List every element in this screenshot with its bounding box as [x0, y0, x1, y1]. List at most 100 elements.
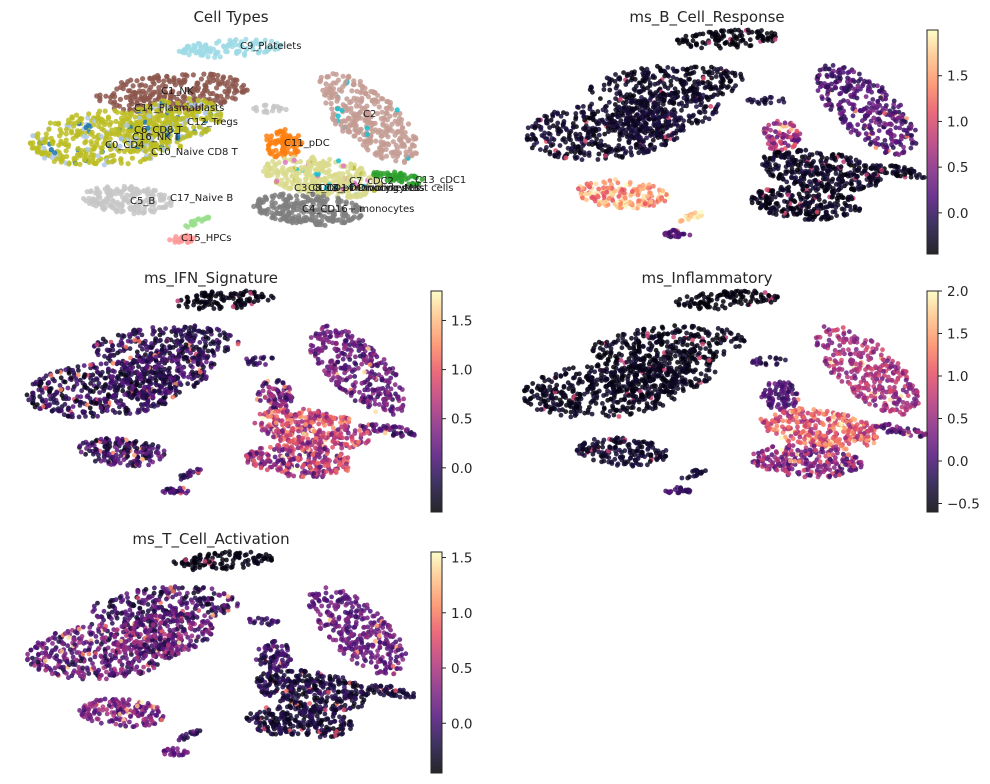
cell-point [384, 170, 391, 176]
cell-point [255, 201, 261, 207]
cell-point [693, 64, 699, 70]
cell-point [191, 302, 197, 308]
cell-point [629, 75, 635, 81]
cell-point [613, 107, 619, 113]
cell-point [312, 158, 318, 164]
cell-point [670, 75, 676, 80]
cell-point [544, 136, 550, 142]
cell-point [830, 190, 836, 196]
cell-point [110, 197, 116, 204]
cell-point [643, 121, 649, 127]
cell-point [250, 46, 256, 53]
cell-point [772, 37, 778, 42]
cell-point [692, 33, 698, 39]
cell-point [340, 73, 346, 79]
cell-point [240, 292, 246, 297]
cell-point [838, 185, 844, 191]
cell-point [30, 133, 36, 139]
cell-point [623, 182, 629, 188]
cell-point [829, 215, 834, 221]
cell-point [782, 120, 788, 126]
cell-point [63, 131, 69, 137]
cell-point [691, 70, 697, 75]
cell-point [671, 137, 677, 143]
cell-point [651, 109, 657, 115]
cell-point [888, 132, 894, 138]
cell-point [698, 102, 703, 108]
cell-point [817, 72, 822, 78]
cell-point [571, 125, 576, 130]
cell-point [887, 108, 893, 114]
cell-point [671, 112, 677, 118]
cell-point [693, 210, 698, 216]
cell-point [186, 328, 192, 334]
cell-point [280, 182, 286, 188]
cell-point [121, 348, 127, 354]
cell-point [902, 165, 907, 170]
cell-point [671, 227, 677, 233]
cell-point [329, 94, 335, 100]
cell-point [606, 115, 612, 121]
cell-point [814, 205, 820, 211]
cell-point [607, 178, 613, 184]
colorbar-tick-label: 1.0 [947, 114, 968, 130]
cell-point [893, 109, 899, 115]
cell-point [587, 87, 593, 93]
cell-point [342, 104, 348, 110]
cell-point [807, 216, 812, 222]
cell-point [179, 338, 184, 344]
cell-point [183, 223, 189, 229]
cell-point [865, 86, 871, 92]
cell-point [623, 204, 629, 210]
cell-point [329, 106, 335, 112]
cell-point [282, 151, 288, 157]
cell-point [177, 79, 183, 85]
cell-point [402, 158, 408, 164]
cell-point [581, 114, 587, 119]
cell-point [587, 134, 593, 140]
cell-point [576, 186, 581, 192]
cell-point [327, 217, 333, 223]
cell-point [222, 44, 228, 51]
cell-point [655, 63, 660, 69]
cell-point [43, 135, 50, 141]
cell-point [713, 106, 718, 112]
cell-point [764, 36, 770, 41]
cell-point [601, 193, 607, 199]
cell-point [786, 184, 792, 190]
cell-point [606, 99, 612, 105]
cell-point [220, 297, 226, 302]
cell-point [320, 158, 326, 164]
cell-point [115, 332, 121, 338]
cell-point [650, 73, 656, 79]
cell-point [629, 106, 635, 112]
cluster-label: C14_Plasmablasts [134, 103, 224, 114]
cell-point [215, 347, 220, 352]
cell-point [272, 200, 278, 206]
cell-point [698, 110, 703, 116]
cell-point [199, 329, 204, 335]
cell-point [842, 200, 848, 206]
cell-point [873, 178, 878, 184]
cell-point [664, 125, 670, 131]
cell-point [665, 65, 671, 70]
cell-point [764, 196, 770, 201]
cell-point [349, 88, 355, 94]
cell-point [330, 80, 336, 86]
cell-point [183, 72, 189, 78]
cell-point [771, 140, 777, 146]
cell-point [665, 92, 671, 98]
cell-point [236, 42, 242, 48]
cell-point [108, 203, 114, 209]
cell-point [380, 120, 386, 127]
cell-point [563, 139, 568, 145]
cell-point [836, 102, 842, 108]
cell-point [814, 193, 819, 199]
cell-point [235, 49, 241, 55]
cell-point [851, 94, 857, 100]
cell-point [856, 78, 861, 84]
cell-point [705, 70, 711, 75]
cell-point [85, 122, 92, 128]
cell-point [297, 158, 303, 165]
cell-point [226, 88, 232, 94]
